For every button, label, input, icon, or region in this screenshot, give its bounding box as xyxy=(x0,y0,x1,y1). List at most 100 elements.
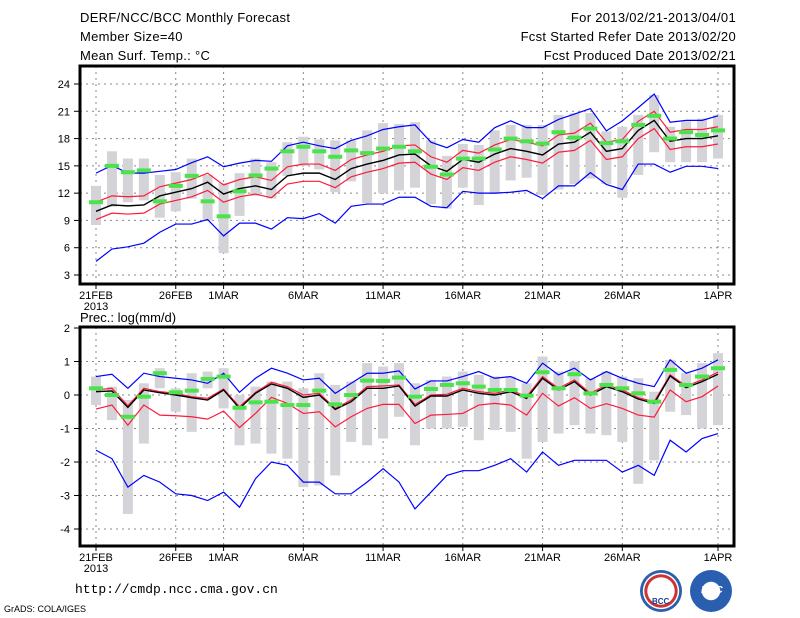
temp-marker xyxy=(168,183,183,188)
precip-xtick-label: 21MAR xyxy=(524,552,561,564)
precip-spread-box xyxy=(282,381,293,459)
temp-min-line xyxy=(95,163,719,262)
temp-marker xyxy=(535,141,550,146)
temp-marker xyxy=(200,199,215,204)
precip-spread-box xyxy=(186,373,197,432)
precip-xtick-label: 6MAR xyxy=(288,552,319,564)
temp-spread-box xyxy=(505,124,516,181)
temp-marker xyxy=(264,166,279,171)
temp-xtick-label: 26MAR xyxy=(604,290,641,302)
precip-marker xyxy=(280,403,295,408)
precip-marker xyxy=(328,402,343,407)
temp-xtick-label: 1APR xyxy=(704,290,733,302)
precip-marker xyxy=(264,399,279,404)
precip-marker xyxy=(695,374,710,379)
precip-spread-box xyxy=(330,384,341,476)
temp-spread-box xyxy=(346,140,357,182)
figure-title: DERF/NCC/BCC Monthly Forecast xyxy=(80,10,291,25)
precip-ytick-label: -4 xyxy=(60,524,70,536)
temp-marker xyxy=(344,148,359,153)
bcc-logo: BCC xyxy=(640,570,682,612)
temp-marker xyxy=(631,122,646,127)
precip-spread-box xyxy=(362,363,373,446)
precip-spread-box xyxy=(314,373,325,486)
precip-spread-box xyxy=(170,388,181,412)
temp-spread-box xyxy=(106,151,117,207)
precip-marker xyxy=(615,386,630,391)
temp-lower-line xyxy=(95,127,719,221)
temp-marker xyxy=(136,168,151,173)
precip-mean-line xyxy=(95,373,719,411)
temp-marker xyxy=(248,173,263,178)
temp-spread-box xyxy=(569,113,580,185)
temp-xtick-label: 6MAR xyxy=(288,290,319,302)
precip-year-label: 2013 xyxy=(84,563,108,575)
temp-spread-box xyxy=(378,123,389,194)
precip-spread-box xyxy=(713,353,723,426)
precip-marker xyxy=(89,386,103,391)
temp-spread-box xyxy=(473,144,484,205)
precip-marker xyxy=(168,390,183,395)
temp-marker xyxy=(152,199,167,204)
temp-spread-box xyxy=(649,94,660,153)
temp-spread-box xyxy=(362,130,373,204)
precip-spread-box xyxy=(154,368,165,389)
temp-marker xyxy=(471,156,486,161)
precip-ytick-label: 1 xyxy=(64,357,70,369)
precip-spread-box xyxy=(681,373,692,416)
temp-marker xyxy=(407,149,422,154)
temp-spread-box xyxy=(394,124,405,191)
forecast-period: For 2013/02/21-2013/04/01 xyxy=(570,10,736,25)
temp-spread-box xyxy=(138,158,149,201)
temp-marker xyxy=(455,156,470,161)
temp-spread-box xyxy=(330,140,341,193)
precip-marker xyxy=(152,371,167,376)
precip-spread-box xyxy=(457,371,468,427)
temp-marker xyxy=(599,141,614,146)
precip-ytick-label: 0 xyxy=(64,390,70,402)
temp-xtick-label: 26FEB xyxy=(159,290,193,302)
precip-xtick-label: 26MAR xyxy=(604,552,641,564)
precip-marker xyxy=(487,387,502,392)
precip-spread-box xyxy=(122,400,133,514)
temp-marker xyxy=(519,139,534,144)
temp-marker xyxy=(312,149,327,154)
precip-spread-box xyxy=(138,383,149,444)
temp-marker xyxy=(104,163,119,168)
footer-url[interactable]: http://cmdp.ncc.cma.gov.cn xyxy=(75,582,278,597)
temp-spread-box xyxy=(122,158,133,203)
precip-ytick-label: -2 xyxy=(60,457,70,469)
precip-spread-box xyxy=(441,376,452,429)
temp-xtick-label: 11MAR xyxy=(365,290,401,302)
temp-marker xyxy=(663,136,678,141)
member-size: Member Size=40 xyxy=(80,29,183,44)
precip-spread-box xyxy=(346,381,357,442)
ncc-logo: NCC xyxy=(690,570,732,612)
bcc-logo-text: BCC xyxy=(652,597,670,606)
precip-spread-box xyxy=(266,381,277,454)
temp-spread-box xyxy=(298,136,309,166)
temp-max-line xyxy=(95,93,719,174)
temp-year-label: 2013 xyxy=(84,301,108,313)
precip-spread-box xyxy=(665,359,676,412)
precip-spread-box xyxy=(697,363,708,429)
variable-label: Mean Surf. Temp.: °C xyxy=(80,48,211,63)
precip-marker xyxy=(631,391,646,396)
precip-marker xyxy=(184,388,199,393)
temp-mean-line xyxy=(95,119,719,212)
temp-spread-box xyxy=(91,185,101,225)
precip-marker xyxy=(663,367,678,372)
temp-spread-box xyxy=(186,158,197,199)
temp-spread-box xyxy=(665,126,676,163)
precip-marker xyxy=(200,376,215,381)
precip-marker xyxy=(120,414,135,419)
temp-spread-box xyxy=(713,114,723,159)
precip-spread-box xyxy=(250,386,261,444)
precip-marker xyxy=(312,388,327,393)
temp-marker xyxy=(503,136,518,141)
temp-marker xyxy=(551,130,566,135)
temp-ytick-label: 18 xyxy=(58,134,70,146)
precip-marker xyxy=(376,378,391,383)
temp-spread-box xyxy=(457,144,468,188)
temp-upper-line xyxy=(95,110,719,203)
